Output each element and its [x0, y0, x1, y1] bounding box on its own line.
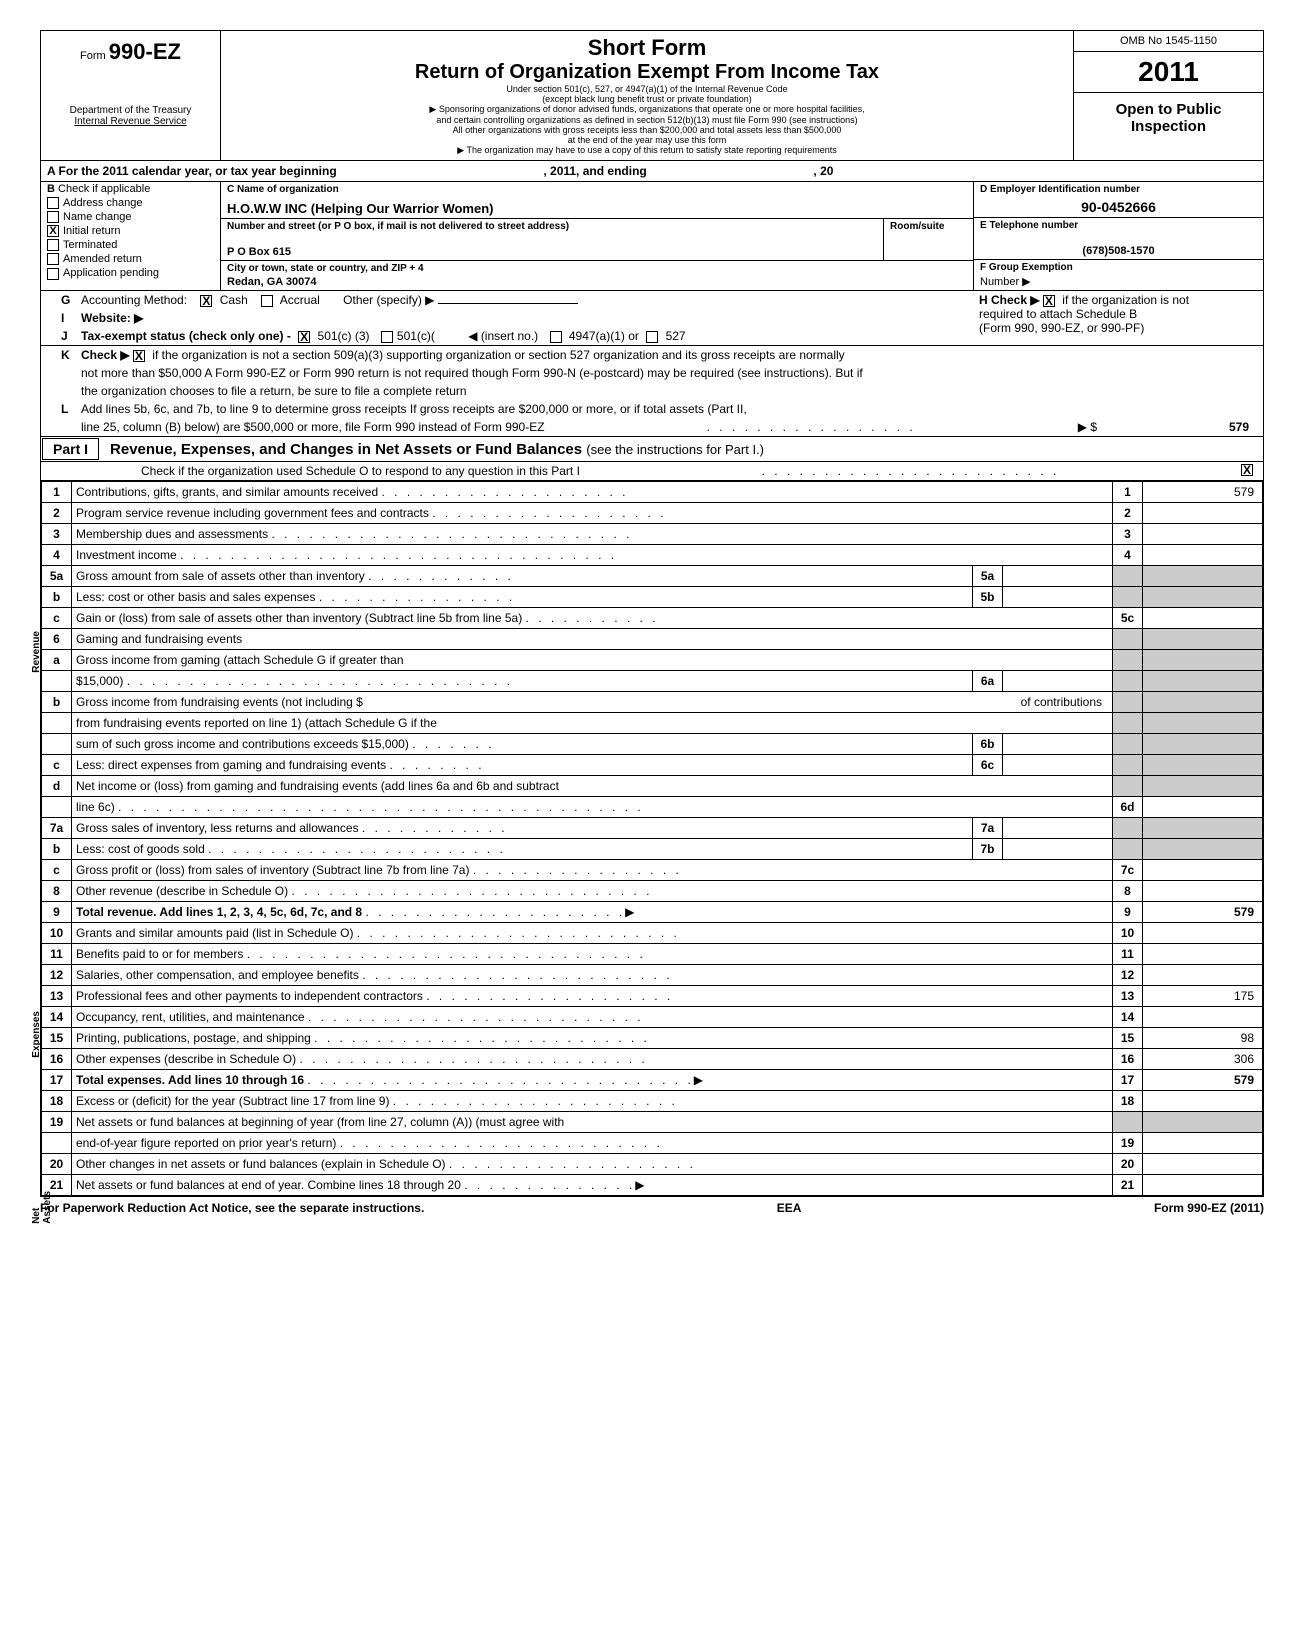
city-label: City or town, state or country, and ZIP …: [227, 263, 967, 274]
line-9-value: 579: [1143, 902, 1263, 923]
side-expenses: Expenses: [31, 1011, 42, 1058]
line-13-value: 175: [1143, 986, 1263, 1007]
check-address[interactable]: Address change: [41, 196, 220, 210]
part1-header: Part I Revenue, Expenses, and Changes in…: [41, 436, 1263, 462]
ein-label: D Employer Identification number: [980, 184, 1257, 195]
footer: For Paperwork Reduction Act Notice, see …: [40, 1197, 1264, 1219]
check-accrual[interactable]: [261, 295, 273, 307]
main-form: A For the 2011 calendar year, or tax yea…: [40, 161, 1264, 1197]
sponsor-4: at the end of the year may use this form: [229, 135, 1065, 145]
phone-value: (678)508-1570: [980, 231, 1257, 257]
check-schedule-o[interactable]: X: [1241, 464, 1253, 476]
section-k-3: the organization chooses to file a retur…: [41, 382, 1263, 400]
check-terminated[interactable]: Terminated: [41, 238, 220, 252]
sponsor-3: All other organizations with gross recei…: [229, 125, 1065, 135]
org-name: H.O.W.W INC (Helping Our Warrior Women): [227, 195, 967, 216]
header-right: OMB No 1545-1150 2011 Open to Public Ins…: [1073, 31, 1263, 160]
footer-left: For Paperwork Reduction Act Notice, see …: [40, 1201, 424, 1215]
part1-title: Revenue, Expenses, and Changes in Net As…: [100, 441, 764, 458]
section-k: K Check ▶ X if the organization is not a…: [41, 345, 1263, 364]
check-amended[interactable]: Amended return: [41, 252, 220, 266]
section-def: D Employer Identification number 90-0452…: [973, 182, 1263, 290]
lines-table: 1Contributions, gifts, grants, and simil…: [41, 481, 1263, 1196]
check-527[interactable]: [646, 331, 658, 343]
form-header: Form 990-EZ Department of the Treasury I…: [40, 30, 1264, 161]
gross-receipts: 579: [1097, 420, 1257, 434]
return-title: Return of Organization Exempt From Incom…: [229, 61, 1065, 84]
line-15-value: 98: [1143, 1028, 1263, 1049]
form-id: Form 990-EZ: [49, 39, 212, 65]
section-k-2: not more than $50,000 A Form 990-EZ or F…: [41, 364, 1263, 382]
department: Department of the Treasury Internal Reve…: [49, 105, 212, 127]
sponsor-5: ▶ The organization may have to use a cop…: [229, 145, 1065, 156]
section-j: J Tax-exempt status (check only one) - X…: [41, 327, 973, 345]
section-g: G Accounting Method: X Cash Accrual Othe…: [41, 291, 973, 309]
check-sched-b[interactable]: X: [1043, 295, 1055, 307]
check-501c[interactable]: [381, 331, 393, 343]
except: (except black lung benefit trust or priv…: [229, 94, 1065, 104]
section-i: I Website: ▶: [41, 309, 973, 327]
side-assets: Net Assets: [31, 1191, 53, 1224]
header-left: Form 990-EZ Department of the Treasury I…: [41, 31, 221, 160]
section-c: C Name of organization H.O.W.W INC (Help…: [221, 182, 973, 290]
group-label: F Group Exemption: [980, 262, 1257, 273]
part1-check-o: Check if the organization used Schedule …: [41, 462, 1263, 481]
city: Redan, GA 30074: [227, 274, 967, 288]
check-initial[interactable]: XInitial return: [41, 224, 220, 238]
check-4947[interactable]: [550, 331, 562, 343]
header-center: Short Form Return of Organization Exempt…: [221, 31, 1073, 160]
section-a: A For the 2011 calendar year, or tax yea…: [41, 161, 1263, 182]
street: P O Box 615: [227, 232, 877, 258]
line-16-value: 306: [1143, 1049, 1263, 1070]
check-pending[interactable]: Application pending: [41, 266, 220, 280]
name-label: C Name of organization: [227, 184, 967, 195]
street-label: Number and street (or P O box, if mail i…: [227, 221, 877, 232]
line-17-value: 579: [1143, 1070, 1263, 1091]
sponsor-2: and certain controlling organizations as…: [229, 115, 1065, 125]
group-number: Number ▶: [980, 273, 1257, 288]
phone-label: E Telephone number: [980, 220, 1257, 231]
check-name[interactable]: Name change: [41, 210, 220, 224]
section-b: B Check if applicable Address change Nam…: [41, 182, 221, 290]
section-h: H Check ▶ X if the organization is not r…: [973, 291, 1263, 345]
ein-value: 90-0452666: [980, 195, 1257, 215]
line-1-value: 579: [1143, 482, 1263, 503]
open-public: Open to Public Inspection: [1074, 93, 1263, 143]
section-l-2: line 25, column (B) below) are $500,000 …: [41, 418, 1263, 436]
omb: OMB No 1545-1150: [1074, 31, 1263, 52]
footer-right: Form 990-EZ (2011): [1154, 1201, 1264, 1215]
check-k[interactable]: X: [133, 350, 145, 362]
section-l: L Add lines 5b, 6c, and 7b, to line 9 to…: [41, 400, 1263, 418]
footer-center: EEA: [777, 1201, 802, 1215]
sponsor-1: ▶ Sponsoring organizations of donor advi…: [229, 104, 1065, 115]
check-501c3[interactable]: X: [298, 331, 310, 343]
check-cash[interactable]: X: [200, 295, 212, 307]
short-form: Short Form: [229, 35, 1065, 61]
subtitle: Under section 501(c), 527, or 4947(a)(1)…: [229, 84, 1065, 94]
room-label: Room/suite: [890, 221, 967, 232]
part1-label: Part I: [42, 438, 99, 460]
year: 2011: [1074, 52, 1263, 93]
side-revenue: Revenue: [31, 631, 42, 673]
